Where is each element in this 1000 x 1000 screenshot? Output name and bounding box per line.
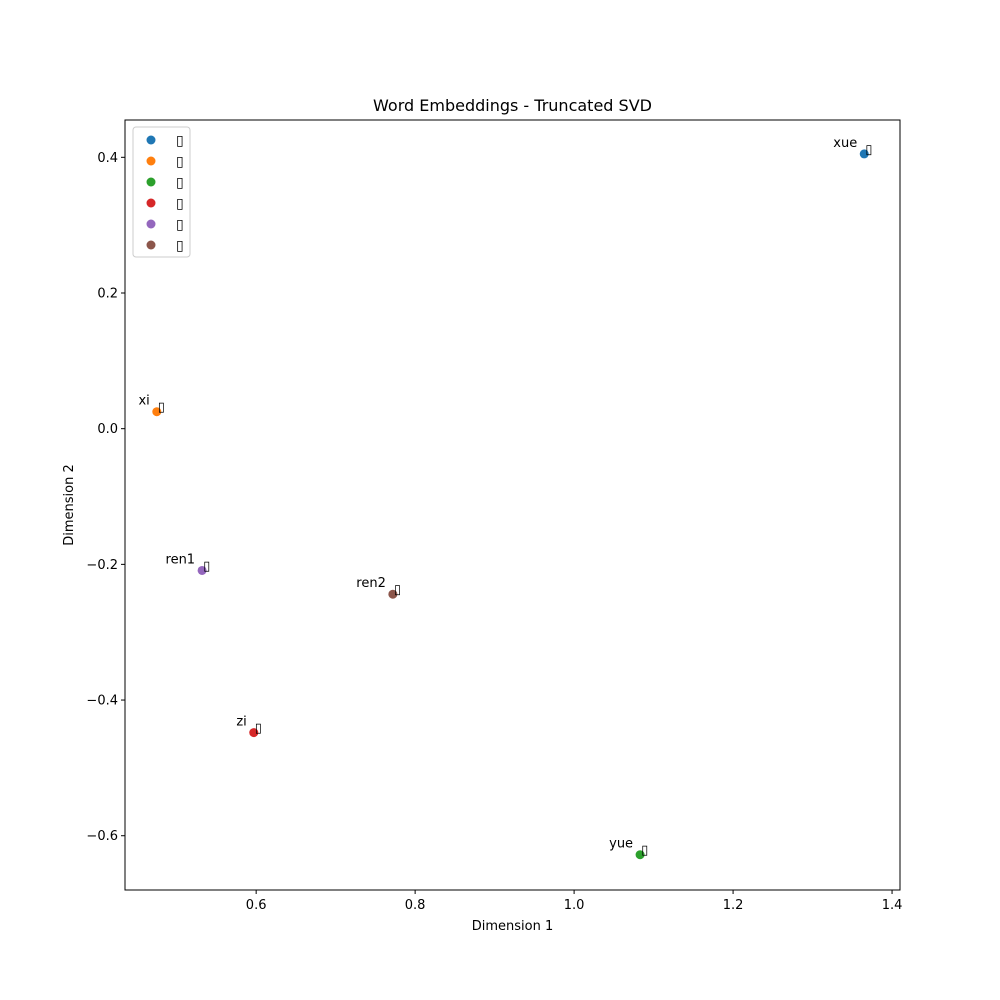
scatter-point-ren2 — [388, 589, 398, 599]
y-tick-label: −0.4 — [86, 694, 118, 709]
y-tick-label: −0.6 — [86, 829, 118, 844]
point-glyph-ren1: ▯ — [203, 559, 210, 574]
scatter-point-ren1 — [197, 565, 207, 575]
x-tick-label: 1.4 — [882, 898, 903, 913]
point-glyph-yue: ▯ — [641, 843, 648, 858]
y-axis: 0.4 0.2 0.0 −0.2 −0.4 −0.6 — [86, 151, 125, 844]
scatter-point-xi — [152, 407, 162, 417]
plot-area — [124, 119, 901, 891]
x-axis: 0.6 0.8 1.0 1.2 1.4 — [246, 890, 903, 913]
point-label-xi: xi — [138, 394, 149, 409]
legend-marker — [146, 198, 156, 208]
point-glyph-xue: ▯ — [865, 142, 872, 157]
point-label-ren2: ren2 — [356, 576, 386, 591]
x-tick-label: 0.6 — [246, 898, 267, 913]
x-tick-label: 1.2 — [723, 898, 744, 913]
scatter-point-yue — [635, 850, 645, 860]
legend-marker — [146, 240, 156, 250]
legend-label: ▯ — [176, 217, 184, 233]
x-tick-label: 0.8 — [405, 898, 426, 913]
y-tick-label: 0.0 — [97, 422, 118, 437]
legend-marker — [146, 177, 156, 187]
x-tick-label: 1.0 — [564, 898, 585, 913]
point-glyph-zi: ▯ — [255, 721, 262, 736]
legend-marker — [146, 219, 156, 229]
point-label-xue: xue — [833, 136, 857, 151]
point-glyph-xi: ▯ — [158, 400, 165, 415]
y-axis-title: Dimension 2 — [62, 464, 77, 546]
legend-marker — [146, 135, 156, 145]
legend-marker — [146, 156, 156, 166]
chart-title: Word Embeddings - Truncated SVD — [373, 96, 652, 115]
point-label-ren1: ren1 — [166, 552, 196, 567]
legend-label: ▯ — [176, 133, 184, 149]
legend-label: ▯ — [176, 154, 184, 170]
point-glyph-ren2: ▯ — [394, 583, 401, 598]
legend-label: ▯ — [176, 175, 184, 191]
point-label-yue: yue — [609, 837, 633, 852]
y-tick-label: −0.2 — [86, 558, 118, 573]
legend-label: ▯ — [176, 196, 184, 212]
legend-label: ▯ — [176, 238, 184, 254]
legend: ▯ ▯ ▯ ▯ ▯ ▯ — [132, 126, 191, 258]
y-tick-label: 0.4 — [97, 151, 118, 166]
point-label-zi: zi — [236, 715, 246, 730]
data-points: xue ▯ xi ▯ yue ▯ zi ▯ ren1 ▯ ren2 ▯ — [138, 136, 872, 860]
scatter-point-zi — [249, 728, 259, 738]
scatter-point-xue — [859, 149, 869, 159]
y-tick-label: 0.2 — [97, 286, 118, 301]
x-axis-title: Dimension 1 — [472, 919, 554, 934]
